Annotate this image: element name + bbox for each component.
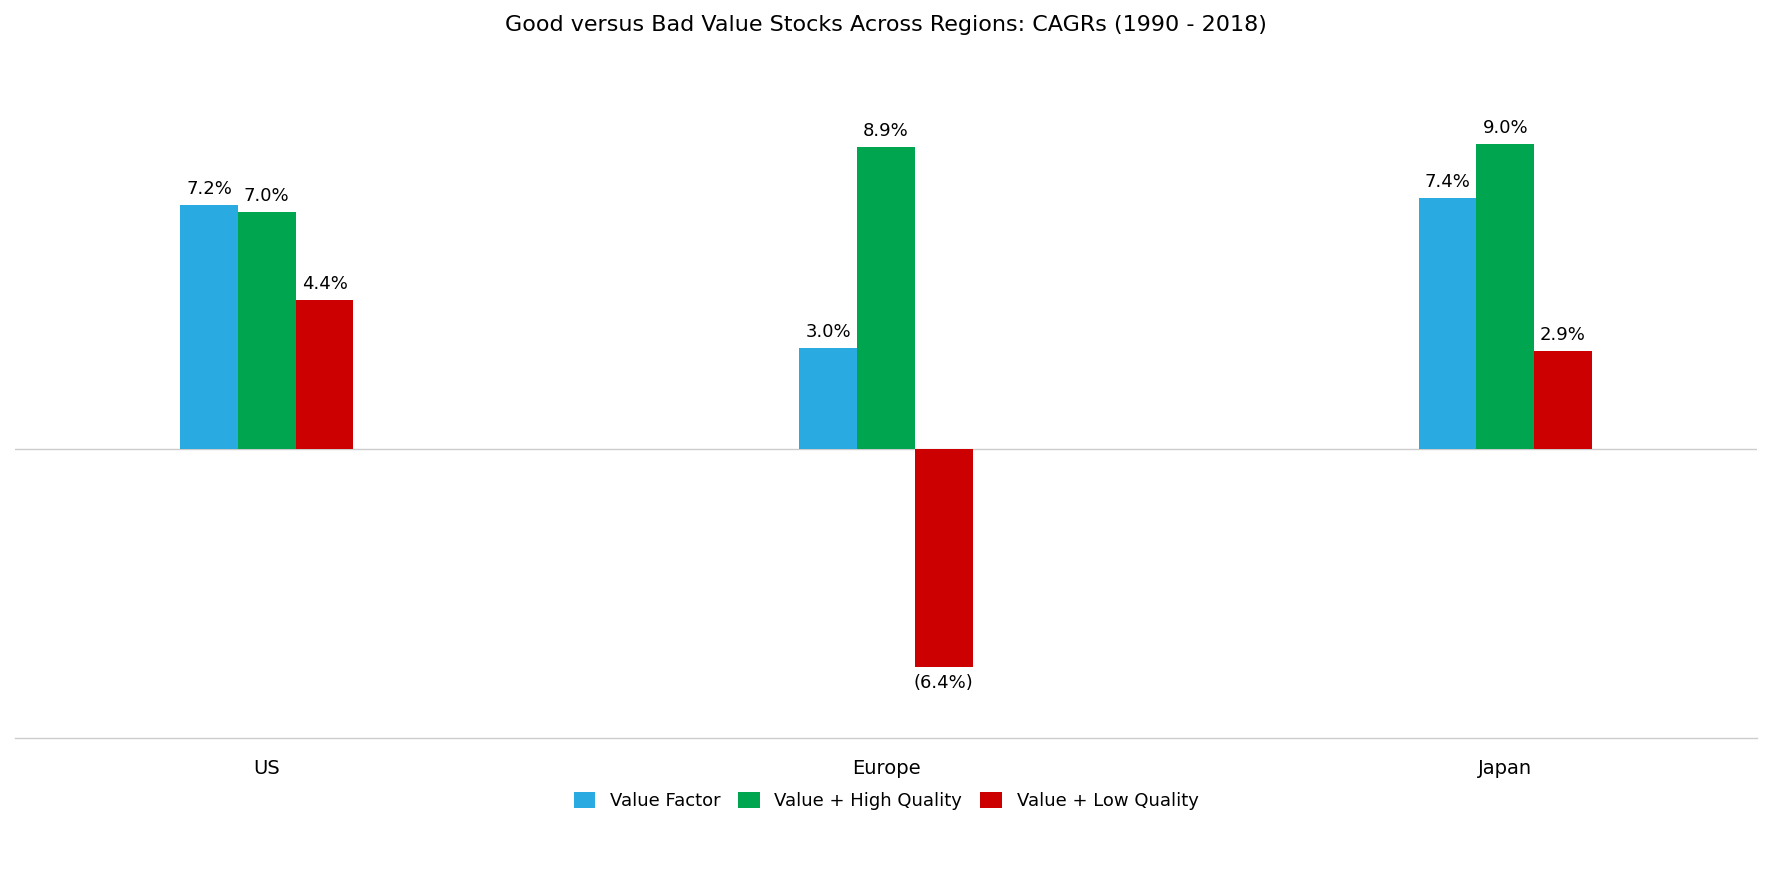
Text: 7.2%: 7.2%: [186, 180, 232, 198]
Legend: Value Factor, Value + High Quality, Value + Low Quality: Value Factor, Value + High Quality, Valu…: [567, 785, 1205, 818]
Text: 9.0%: 9.0%: [1483, 119, 1527, 137]
Text: 2.9%: 2.9%: [1540, 326, 1586, 344]
Bar: [1419, 198, 1476, 449]
Bar: [181, 205, 237, 449]
Bar: [296, 300, 353, 449]
Bar: [914, 449, 973, 667]
Text: 8.9%: 8.9%: [863, 122, 909, 140]
Text: (6.4%): (6.4%): [914, 673, 973, 692]
Text: 7.0%: 7.0%: [245, 187, 289, 205]
Bar: [237, 212, 296, 449]
Bar: [1476, 144, 1535, 449]
Text: 7.4%: 7.4%: [1425, 174, 1471, 191]
Bar: [799, 347, 858, 449]
Bar: [1535, 351, 1591, 449]
Text: 3.0%: 3.0%: [806, 323, 851, 341]
Title: Good versus Bad Value Stocks Across Regions: CAGRs (1990 - 2018): Good versus Bad Value Stocks Across Regi…: [505, 15, 1267, 35]
Text: 4.4%: 4.4%: [301, 276, 347, 293]
Bar: [858, 147, 914, 449]
